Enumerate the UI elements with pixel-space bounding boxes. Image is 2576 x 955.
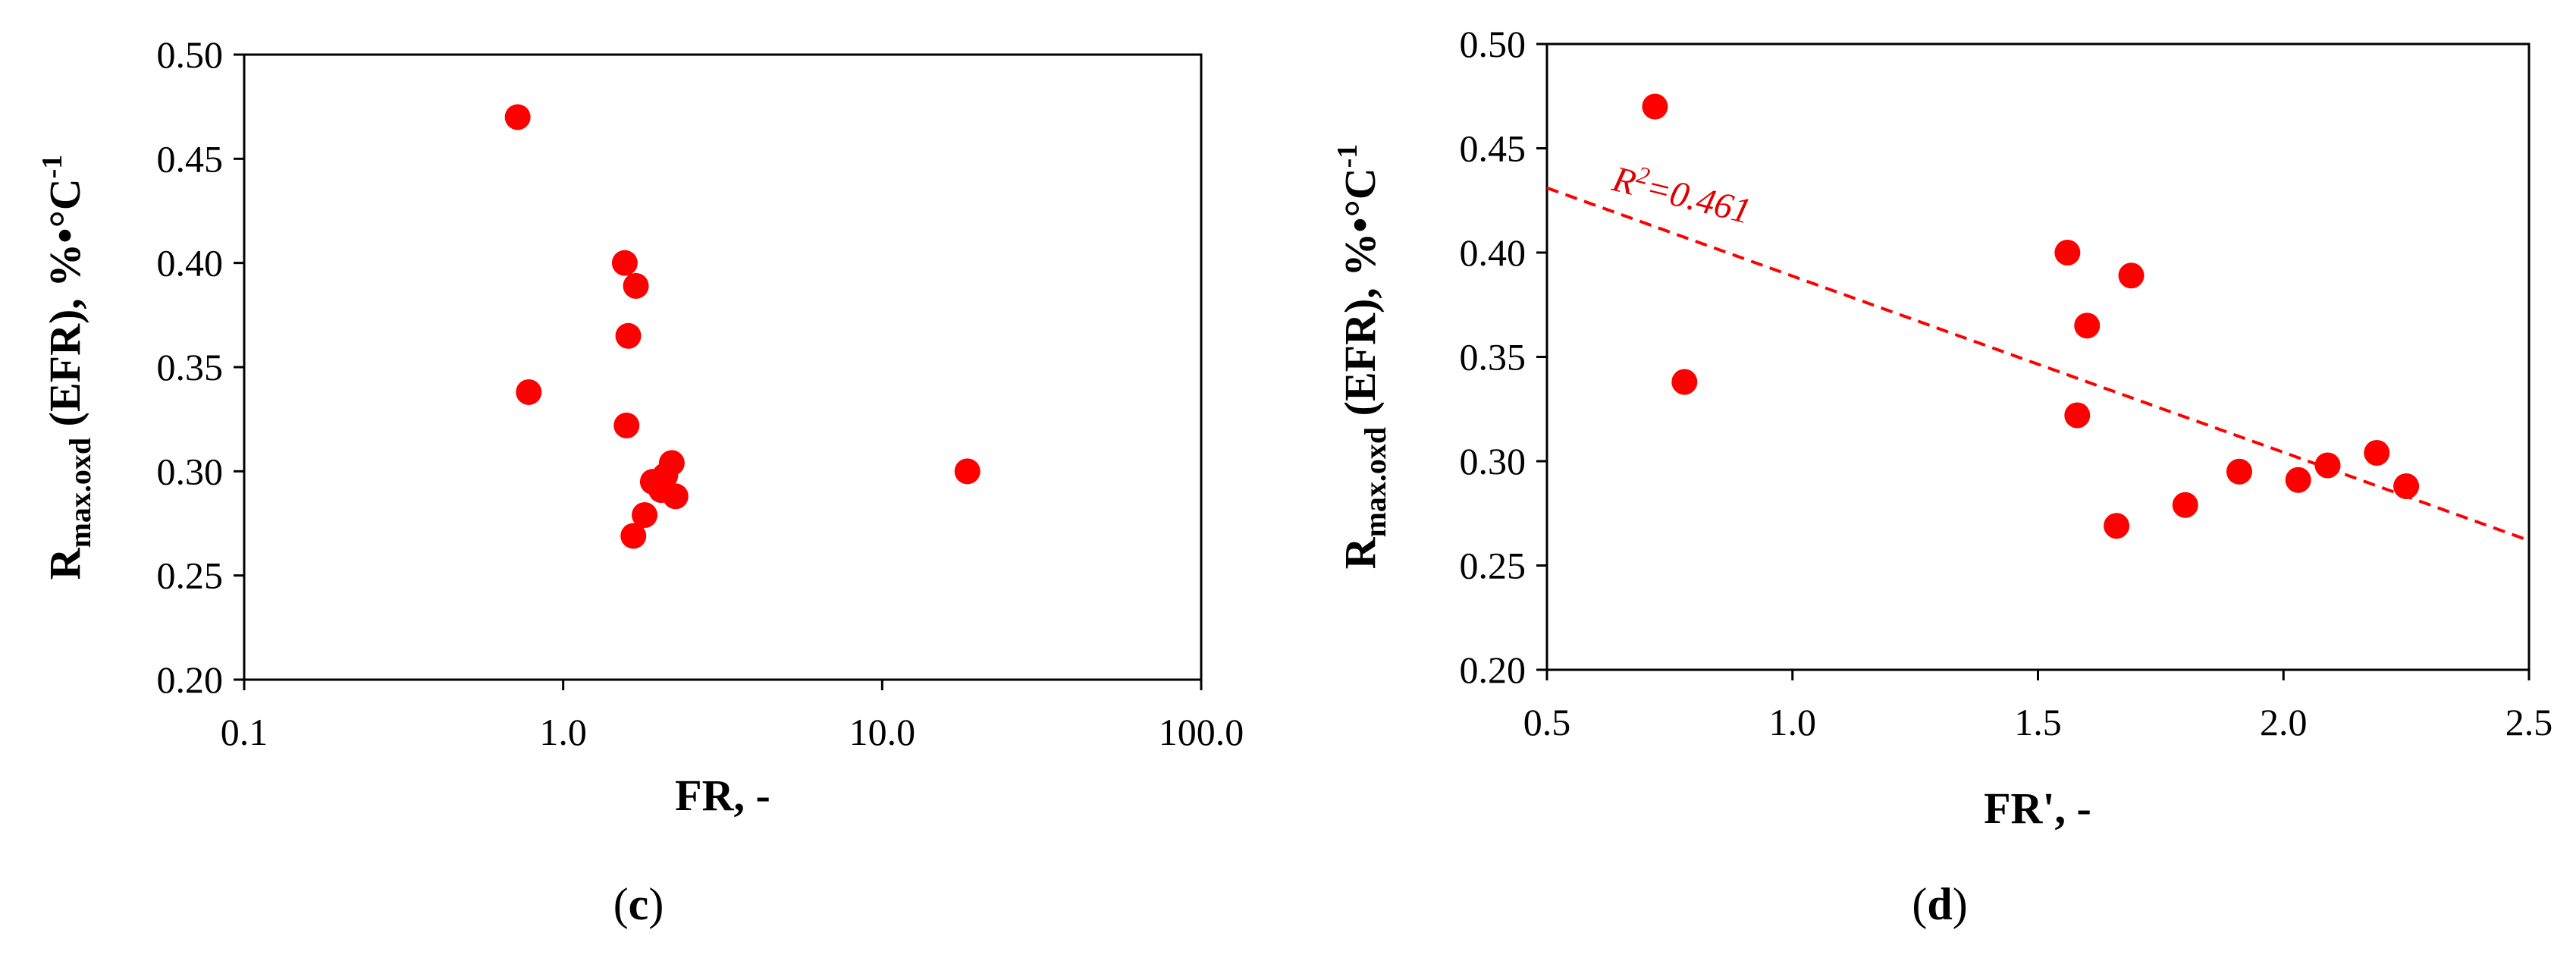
x-tick-label: 2.0 (2260, 701, 2308, 743)
scatter-point (516, 379, 542, 405)
x-tick-label: 2.5 (2505, 701, 2553, 743)
scatter-point (2393, 473, 2420, 499)
y-axis-title-sub-d: max.oxd (1358, 427, 1392, 538)
scatter-point (623, 272, 649, 299)
scatter-point (2226, 458, 2252, 485)
scatter-point (2118, 262, 2145, 289)
x-tick-label: 1.0 (539, 711, 587, 753)
x-tick-labels-c: 0.1 1.0 10.0 100.0 (221, 711, 1244, 753)
y-axis-title-c: Rmax.oxd (EFR), %•°C-1 (36, 155, 97, 580)
x-tick-label: 0.5 (1523, 701, 1571, 743)
y-tick-label: 0.30 (157, 450, 224, 492)
x-tick-label: 0.1 (221, 711, 268, 753)
y-tick-label: 0.30 (1460, 440, 1526, 482)
scatter-point (2314, 452, 2341, 479)
scatter-point (613, 412, 640, 438)
x-tick-labels-d: 0.5 1.0 1.5 2.0 2.5 (1523, 701, 2553, 743)
y-axis-title-sub-c: max.oxd (63, 438, 97, 548)
y-tick-label: 0.45 (1460, 127, 1526, 170)
scatter-point (2104, 513, 2130, 539)
scatter-point (2364, 440, 2390, 466)
y-tick-label: 0.20 (1460, 649, 1526, 691)
chart-panel-c: 0.20 0.25 0.30 0.35 0.40 0.45 0.50 0.1 1.0 10.0 1… (36, 33, 1244, 929)
scatter-point (504, 104, 531, 130)
scatter-point (620, 523, 647, 549)
scatter-point (615, 322, 642, 349)
y-tick-label: 0.25 (1460, 545, 1526, 587)
x-tick-label: 10.0 (849, 711, 916, 753)
x-tick-label: 100.0 (1159, 711, 1244, 753)
panel-letter-c: c (629, 879, 649, 929)
panel-label-d: (d) (1912, 879, 1967, 929)
y-tick-label: 0.25 (157, 554, 224, 597)
x-tick-label: 1.0 (1769, 701, 1817, 743)
tick-marks-d (1536, 42, 2531, 680)
y-axis-title-main-c: R (40, 547, 89, 580)
tick-marks-c (234, 53, 1203, 690)
y-tick-labels-d: 0.20 0.25 0.30 0.35 0.40 0.45 0.50 (1460, 23, 1526, 691)
x-axis-title-c: FR, - (675, 771, 770, 820)
scatter-point (2054, 240, 2081, 265)
y-axis-title-sup-d: -1 (1332, 144, 1363, 168)
scatter-points-d (1642, 93, 2420, 539)
y-tick-label: 0.40 (157, 242, 224, 284)
scatter-point (1642, 93, 1668, 120)
y-tick-label: 0.20 (157, 658, 224, 701)
y-tick-label: 0.40 (1460, 231, 1526, 274)
scatter-point (1671, 369, 1698, 395)
scatter-point (632, 502, 658, 529)
panel-label-c: (c) (613, 879, 664, 929)
y-axis-title-rest-d: (EFR), %•°C (1335, 168, 1385, 427)
scatter-point (954, 458, 981, 485)
scatter-point (662, 483, 689, 510)
y-tick-label: 0.50 (1460, 23, 1526, 65)
y-tick-label: 0.35 (1460, 336, 1526, 379)
scatter-point (2285, 467, 2311, 493)
y-tick-label: 0.45 (157, 137, 224, 180)
scatter-point (2064, 402, 2091, 429)
y-tick-labels-c: 0.20 0.25 0.30 0.35 0.40 0.45 0.50 (157, 33, 224, 701)
x-tick-label: 1.5 (2014, 701, 2062, 743)
y-tick-label: 0.50 (157, 33, 224, 76)
y-axis-title-sup-c: -1 (36, 155, 68, 179)
x-axis-title-d: FR', - (1984, 784, 2091, 833)
trendline (1546, 186, 2530, 542)
scatter-points-c (504, 104, 981, 549)
y-axis-title-d: Rmax.oxd (EFR), %•°C-1 (1332, 144, 1392, 570)
y-axis-title-main-d: R (1335, 536, 1385, 569)
scatter-point (611, 250, 638, 276)
y-tick-label: 0.35 (157, 346, 224, 388)
panel-letter-d: d (1927, 879, 1952, 929)
y-axis-title-rest-c: (EFR), %•°C (40, 178, 89, 438)
scatter-point (2172, 492, 2198, 518)
scatter-point (2074, 313, 2101, 339)
